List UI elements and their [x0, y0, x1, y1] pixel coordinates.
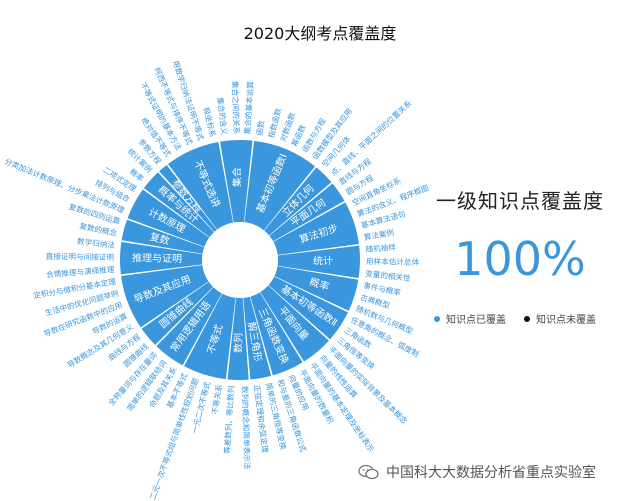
leaf-label: 直接证明与间接证明 [46, 251, 115, 262]
category-label: 统计 [313, 254, 333, 267]
leaf-label: 数学归纳法 [77, 236, 116, 250]
category-segment [119, 241, 203, 275]
category-segment [264, 167, 332, 236]
leaf-label: 点、直线、平面之间的位置关系 [328, 98, 413, 178]
leaf-label: 函数 [254, 119, 266, 136]
category-segment [159, 165, 217, 232]
center-hole [202, 222, 278, 298]
category-segment [273, 202, 359, 255]
wechat-icon [358, 464, 379, 480]
category-segment [167, 141, 234, 230]
watermark-text: 中国科大大数据分析省重点实验室 [386, 465, 596, 481]
category-label: 集合 [230, 167, 244, 187]
category-segment [219, 140, 253, 223]
legend-dot-uncovered [524, 315, 530, 322]
leaf-label: 随机抽样 [365, 242, 396, 254]
category-label: 推理与证明 [132, 251, 182, 265]
leaf-label: 变量的相关性 [365, 268, 412, 283]
leaf-label: 等差数列、等比数列 [222, 385, 236, 454]
leaf-label: 数列的概念和简单表示法 [240, 386, 253, 470]
coverage-heading: 一级知识点覆盖度 [436, 189, 604, 213]
category-segment [141, 281, 214, 345]
category-label: 数列 [232, 333, 245, 353]
legend: 知识点已覆盖 知识点未覆盖 [434, 311, 596, 326]
legend-label-covered: 知识点已覆盖 [446, 315, 506, 326]
category-segment [121, 219, 205, 254]
leaf-label: 集合的含义 [215, 97, 230, 136]
coverage-value: 100% [454, 232, 586, 286]
chart-title: 2020大纲考点覆盖度 [243, 24, 397, 43]
legend-dot-covered [434, 315, 440, 322]
category-segment [274, 266, 359, 311]
category-segment [269, 183, 345, 242]
category-segment [127, 189, 210, 247]
category-segment [260, 285, 329, 362]
leaf-label: 平面向量的实际背景及基本概念 [327, 344, 410, 426]
category-segment [143, 172, 215, 238]
leaf-label: 算法案例 [363, 227, 395, 242]
category-segment [244, 140, 316, 231]
legend-label-uncovered: 知识点未覆盖 [536, 315, 596, 326]
category-segment [243, 296, 272, 380]
legend-item-covered: 知识点已覆盖 [434, 311, 506, 326]
category-segment [156, 287, 222, 366]
leaf-label: 不等关系 [209, 383, 224, 415]
category-segment [121, 265, 209, 328]
leaf-label: 用样本估计总体 [366, 256, 420, 267]
category-segment [227, 297, 249, 380]
category-segment [184, 293, 236, 380]
watermark: 中国科大大数据分析省重点实验室 [358, 462, 596, 482]
leaf-label: 集合之间的关系 [230, 81, 242, 135]
leaf-label: 合情推理与演绎推理 [46, 264, 115, 279]
legend-item-uncovered: 知识点未覆盖 [524, 311, 596, 326]
leaf-label: 集合的基本运算 [242, 80, 255, 134]
category-segment [268, 276, 348, 340]
category-segment [277, 245, 360, 279]
category-segment [250, 292, 303, 376]
